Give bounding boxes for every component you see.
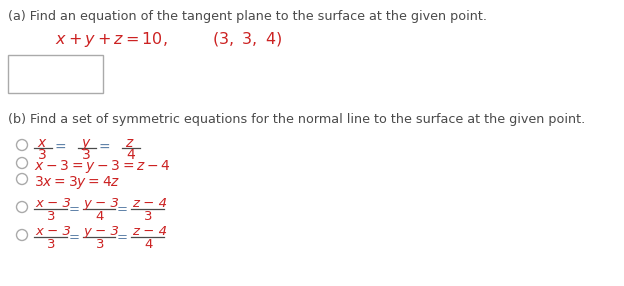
- Text: z − 4: z − 4: [132, 197, 167, 210]
- Text: z: z: [125, 136, 132, 150]
- Text: =: =: [99, 141, 110, 155]
- Text: 3: 3: [38, 148, 47, 162]
- Text: (b) Find a set of symmetric equations for the normal line to the surface at the : (b) Find a set of symmetric equations fo…: [8, 113, 585, 126]
- Text: =: =: [117, 231, 128, 244]
- Text: $x + y + z = 10,$: $x + y + z = 10,$: [55, 30, 167, 49]
- Text: 4: 4: [144, 238, 152, 251]
- Text: =: =: [117, 203, 128, 216]
- Text: x − 3: x − 3: [35, 197, 71, 210]
- Text: y: y: [81, 136, 89, 150]
- Bar: [8, 55, 103, 93]
- Text: (a) Find an equation of the tangent plane to the surface at the given point.: (a) Find an equation of the tangent plan…: [8, 10, 487, 23]
- Text: x: x: [37, 136, 46, 150]
- Text: 3: 3: [47, 238, 56, 251]
- Text: 4: 4: [126, 148, 135, 162]
- Text: =: =: [69, 203, 79, 216]
- Text: $3x = 3y = 4z$: $3x = 3y = 4z$: [34, 174, 120, 191]
- Text: 4: 4: [95, 210, 104, 223]
- Text: z − 4: z − 4: [132, 225, 167, 238]
- Text: 3: 3: [47, 210, 56, 223]
- Text: y − 3: y − 3: [84, 225, 119, 238]
- Text: $x - 3 = y - 3 = z - 4$: $x - 3 = y - 3 = z - 4$: [34, 158, 171, 175]
- Text: =: =: [55, 141, 67, 155]
- Text: 3: 3: [144, 210, 152, 223]
- Text: x − 3: x − 3: [35, 225, 71, 238]
- Text: $(3,\ 3,\ 4)$: $(3,\ 3,\ 4)$: [212, 30, 283, 48]
- Text: =: =: [69, 231, 79, 244]
- Text: 3: 3: [82, 148, 90, 162]
- Text: y − 3: y − 3: [84, 197, 119, 210]
- Text: 3: 3: [95, 238, 104, 251]
